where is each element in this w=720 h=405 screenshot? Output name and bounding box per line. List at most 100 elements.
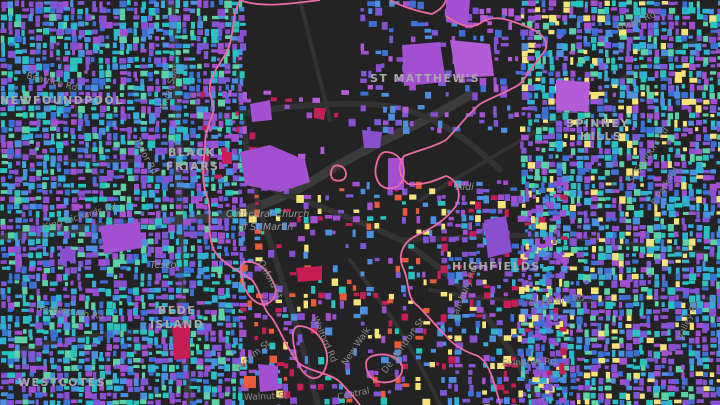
building — [560, 181, 569, 186]
building — [577, 190, 583, 198]
building — [528, 84, 536, 91]
building — [598, 225, 605, 231]
building — [374, 328, 380, 337]
building — [64, 372, 69, 378]
building — [239, 78, 244, 86]
building — [562, 301, 567, 307]
building — [626, 64, 632, 71]
area-label-newfoundpool[interactable]: NEWFOUNDPOOL — [0, 94, 124, 107]
area-label-bede[interactable]: BEDE — [158, 304, 196, 317]
building — [710, 50, 716, 54]
building — [549, 245, 553, 251]
building — [56, 310, 63, 317]
building — [147, 203, 153, 209]
building — [535, 140, 543, 144]
building — [525, 188, 529, 195]
building — [667, 399, 673, 405]
poi-label-cathedral[interactable]: Cathedral Church — [226, 209, 309, 220]
building — [555, 323, 561, 329]
area-label-westcotes[interactable]: WESTCOTES — [18, 376, 106, 389]
building — [154, 112, 161, 118]
building — [654, 212, 661, 217]
building — [36, 183, 43, 188]
area-label-highfields[interactable]: HIGHFIELDS — [452, 260, 541, 273]
building — [576, 175, 583, 182]
building — [77, 247, 84, 253]
building — [661, 259, 668, 267]
area-label-spinney[interactable]: SPINNEY — [566, 117, 630, 130]
building — [647, 323, 651, 328]
building — [203, 204, 208, 210]
building — [535, 71, 543, 77]
building — [28, 266, 35, 272]
building — [176, 379, 183, 386]
building — [196, 210, 201, 215]
building — [695, 288, 700, 295]
building — [161, 36, 165, 40]
building — [84, 133, 92, 142]
building — [408, 286, 413, 290]
building — [423, 236, 429, 244]
building — [42, 177, 50, 181]
building — [632, 175, 640, 180]
building — [555, 154, 559, 159]
building — [50, 379, 56, 384]
building — [77, 98, 84, 104]
building — [225, 336, 229, 344]
building — [140, 239, 149, 247]
building — [212, 211, 219, 217]
area-label-hills[interactable]: HILLS — [580, 130, 622, 143]
building — [653, 1, 660, 7]
building — [71, 162, 76, 168]
building — [21, 308, 29, 312]
building — [646, 260, 652, 269]
building — [57, 120, 64, 124]
building — [119, 168, 125, 173]
area-label-friars[interactable]: FRIARS — [166, 160, 219, 173]
building — [627, 140, 633, 149]
building — [654, 331, 660, 338]
building — [667, 337, 672, 342]
building — [35, 315, 39, 323]
poi-label-aldi[interactable]: Aldi — [455, 182, 474, 193]
building — [155, 365, 159, 370]
building — [468, 251, 477, 256]
building — [612, 50, 619, 55]
building — [703, 49, 710, 55]
building — [522, 259, 527, 264]
building — [77, 273, 81, 281]
area-label-island[interactable]: ISLAND — [150, 318, 204, 331]
poi-label-tesco[interactable]: Tesco — [150, 260, 177, 271]
building — [183, 7, 191, 12]
building — [63, 106, 71, 113]
building — [78, 35, 82, 40]
building — [224, 364, 230, 372]
building — [646, 98, 653, 104]
building — [401, 258, 409, 263]
building — [552, 370, 560, 378]
building — [461, 181, 469, 186]
building — [604, 170, 610, 176]
building — [57, 323, 62, 328]
area-label-st-matthews[interactable]: ST MATTHEW'S — [370, 72, 480, 85]
building — [155, 14, 160, 20]
building — [78, 211, 85, 218]
building — [584, 239, 591, 246]
building — [520, 371, 526, 379]
building — [36, 161, 43, 166]
building — [211, 295, 218, 303]
building — [148, 112, 157, 121]
area-label-black[interactable]: BLACK — [168, 146, 216, 159]
building — [21, 21, 26, 30]
building — [674, 127, 681, 132]
road-label-walnut-st[interactable]: Walnut St — [244, 391, 288, 403]
road-label-evington-rd[interactable]: Evington Rd — [502, 357, 557, 369]
building — [590, 127, 596, 136]
building — [50, 295, 58, 302]
building — [120, 372, 126, 377]
building — [597, 260, 604, 266]
building — [382, 126, 389, 133]
building — [388, 56, 393, 62]
poi-label-cathedral-line2[interactable]: of St Martin — [238, 222, 293, 233]
